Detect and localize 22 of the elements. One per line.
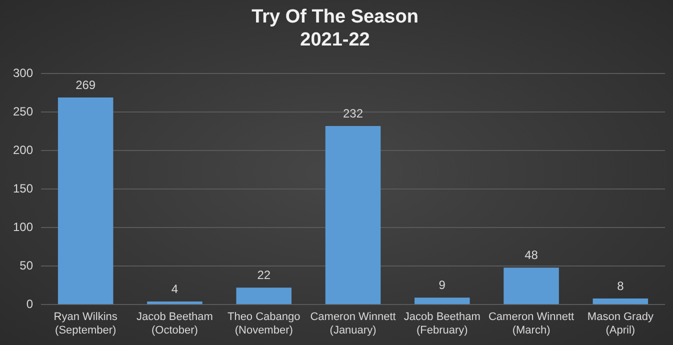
y-tick-label: 50 — [20, 258, 34, 272]
x-tick-label: Cameron Winnett (March) — [488, 311, 574, 336]
y-tick-label: 0 — [26, 296, 34, 311]
y-tick-label: 100 — [12, 220, 34, 234]
data-label: 4 — [171, 282, 178, 296]
x-tick-label: Theo Cabango (November) — [227, 311, 300, 336]
x-tick-label: Mason Grady (April) — [587, 311, 654, 336]
x-tick-label: Jacob Beetham (October) — [136, 311, 213, 336]
data-label: 232 — [342, 106, 364, 120]
y-tick-label: 200 — [12, 142, 34, 157]
data-label: 269 — [76, 78, 96, 92]
data-label: 8 — [617, 278, 624, 293]
y-tick-label: 250 — [12, 104, 34, 118]
x-tick-label: Ryan Wilkins (September) — [54, 311, 118, 336]
chart-title: Try Of The Season 2021-22 — [252, 6, 418, 50]
x-tick-label: Cameron Winnett (January) — [310, 311, 396, 336]
data-label: 48 — [524, 248, 538, 262]
data-label: 22 — [257, 268, 271, 282]
data-label: 9 — [438, 278, 446, 292]
y-tick-label: 300 — [12, 66, 34, 80]
y-tick-label: 150 — [12, 181, 34, 196]
x-tick-label: Jacob Beetham (February) — [404, 311, 480, 336]
